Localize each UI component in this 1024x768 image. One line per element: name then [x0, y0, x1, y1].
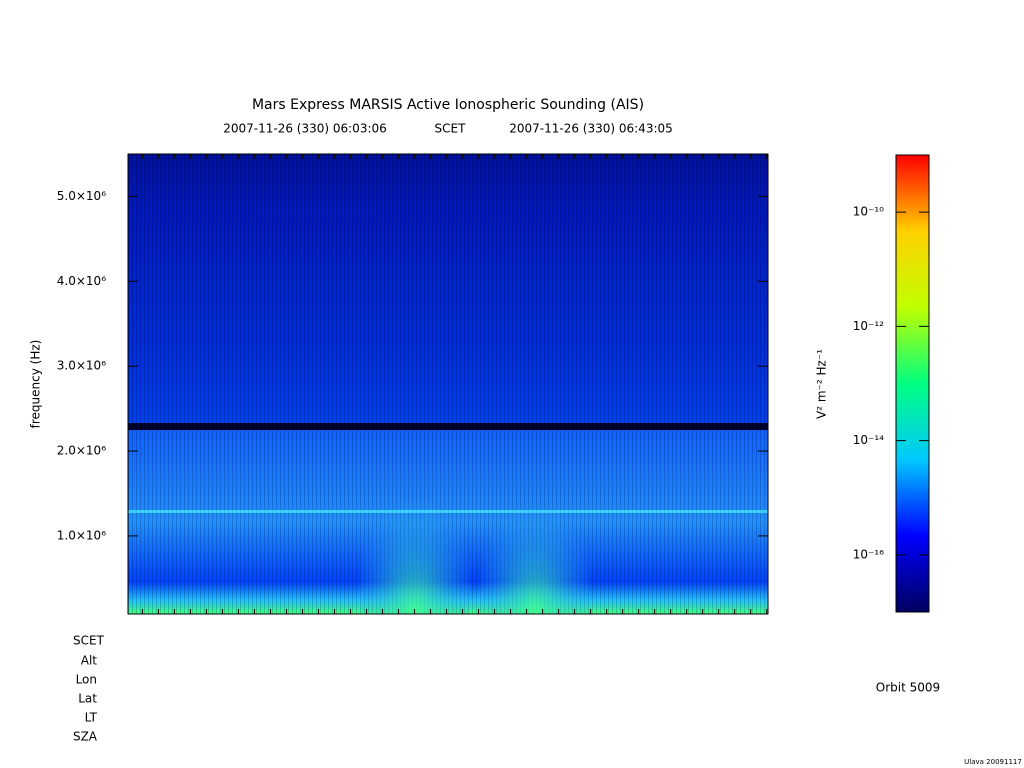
- y-tick-label: 2.0×10⁶: [57, 444, 106, 458]
- orbit: Orbit 5009: [876, 681, 940, 695]
- table-row-label: SZA: [73, 730, 98, 744]
- colorbar-label: V² m⁻² Hz⁻¹: [815, 349, 829, 419]
- y-axis-label: frequency (Hz): [29, 340, 43, 429]
- colorbar-tick-label: 10⁻¹⁶: [853, 547, 884, 561]
- y-tick-label: 3.0×10⁶: [57, 359, 106, 373]
- plot-frame: [127, 153, 769, 615]
- time-label: SCET: [435, 122, 467, 136]
- table-row-label: Lat: [78, 692, 97, 706]
- chart-title: Mars Express MARSIS Active Ionospheric S…: [252, 97, 644, 113]
- start-time: 2007-11-26 (330) 06:03:06: [223, 122, 387, 136]
- colorbar: [895, 154, 930, 613]
- y-tick-label: 5.0×10⁶: [57, 189, 106, 203]
- table-row-label: Lon: [76, 673, 97, 687]
- footer: Ulava 20091117: [964, 758, 1022, 766]
- y-tick-label: 4.0×10⁶: [57, 274, 106, 288]
- y-tick-label: 1.0×10⁶: [57, 528, 106, 542]
- spectrogram: [128, 154, 768, 614]
- table-row-label: SCET: [73, 634, 105, 648]
- table-row-label: Alt: [81, 654, 98, 668]
- colorbar-tick-label: 10⁻¹⁰: [853, 205, 884, 219]
- end-time: 2007-11-26 (330) 06:43:05: [509, 122, 673, 136]
- table-row-label: LT: [85, 711, 98, 725]
- colorbar-tick-label: 10⁻¹²: [853, 319, 884, 333]
- colorbar-tick-label: 10⁻¹⁴: [853, 433, 884, 447]
